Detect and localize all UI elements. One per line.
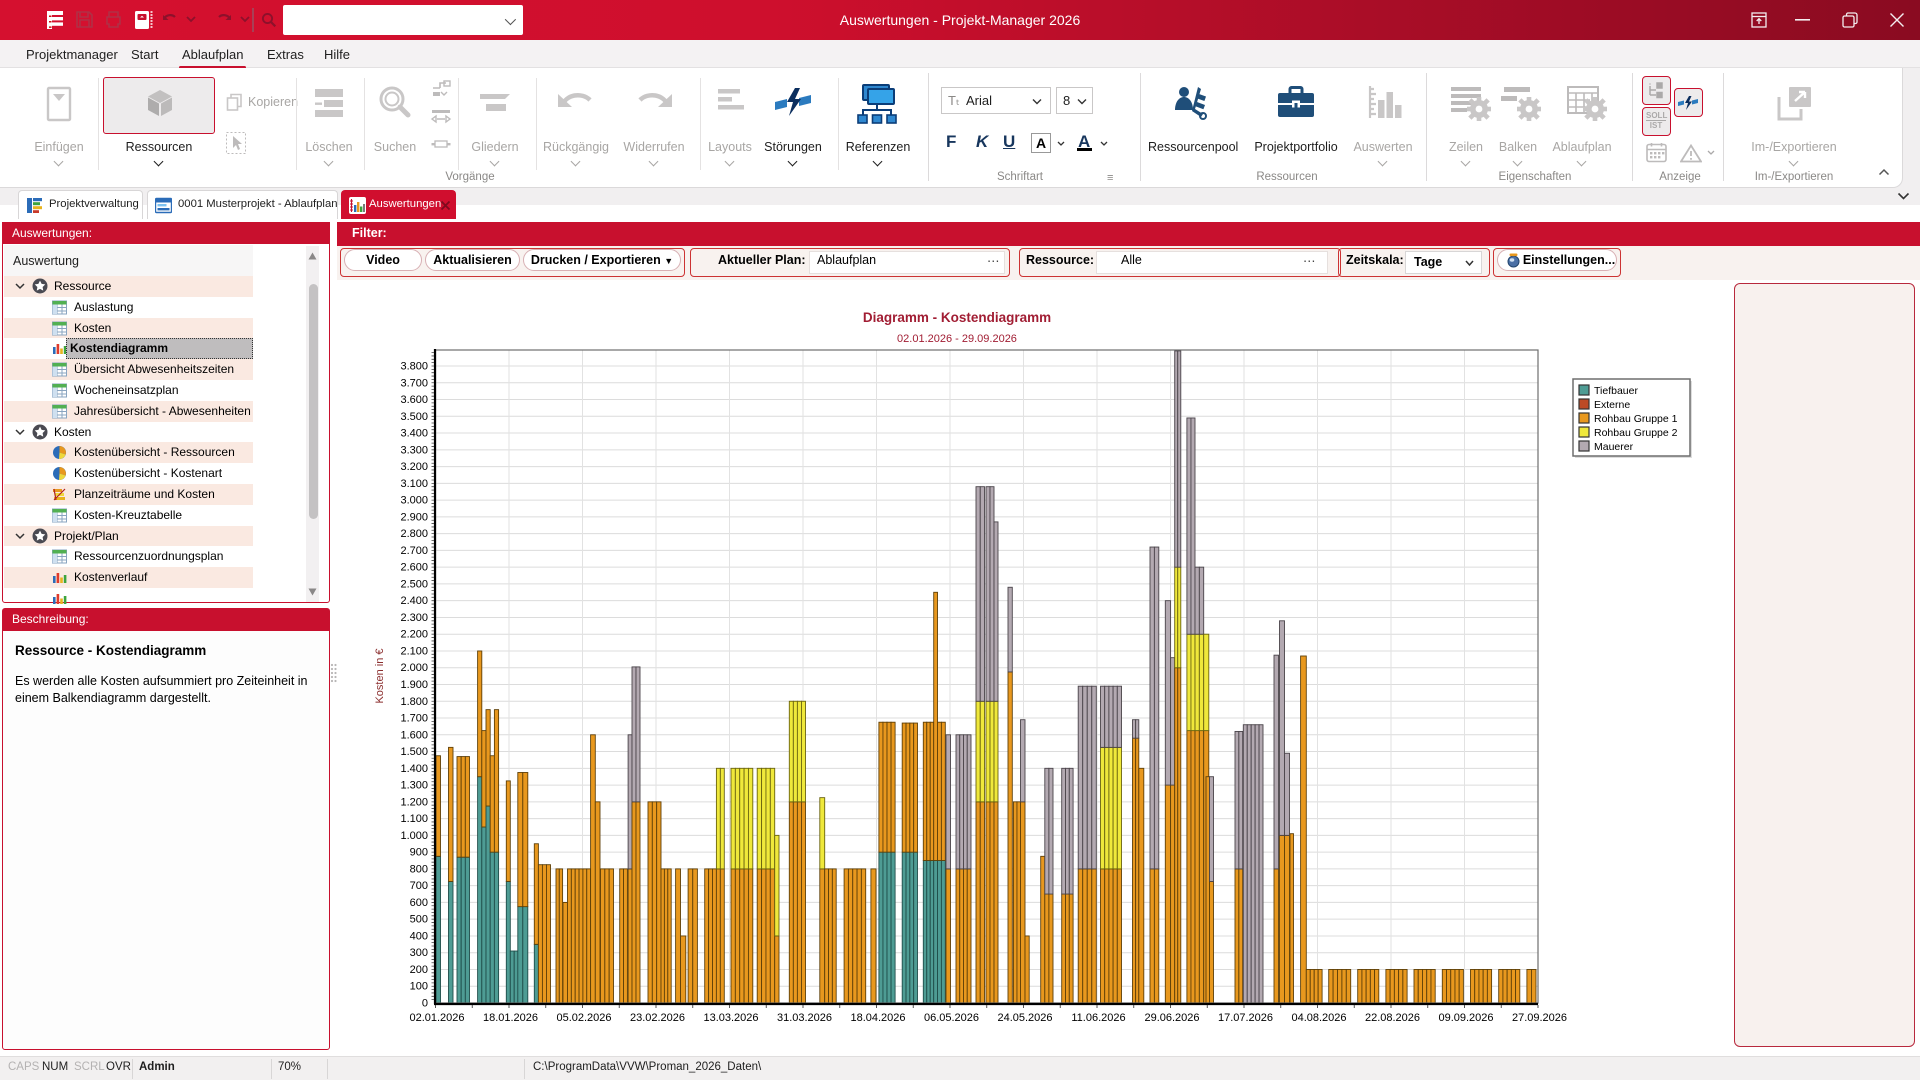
svg-text:1.700: 1.700: [400, 713, 428, 725]
svg-text:2.900: 2.900: [400, 511, 428, 523]
svg-text:2.000: 2.000: [400, 662, 428, 674]
svg-text:1.100: 1.100: [400, 813, 428, 825]
svg-text:2.400: 2.400: [400, 595, 428, 607]
svg-text:24.05.2026: 24.05.2026: [997, 1012, 1052, 1024]
svg-text:3.400: 3.400: [400, 428, 428, 440]
svg-text:Externe: Externe: [1594, 399, 1630, 411]
svg-text:Rohbau Gruppe 2: Rohbau Gruppe 2: [1594, 427, 1678, 439]
svg-text:700: 700: [410, 880, 428, 892]
svg-text:2.200: 2.200: [400, 629, 428, 641]
svg-text:05.02.2026: 05.02.2026: [556, 1012, 611, 1024]
svg-text:1.900: 1.900: [400, 679, 428, 691]
svg-text:400: 400: [410, 930, 428, 942]
svg-text:3.000: 3.000: [400, 495, 428, 507]
svg-text:500: 500: [410, 914, 428, 926]
svg-text:0: 0: [422, 998, 428, 1010]
svg-text:3.700: 3.700: [400, 377, 428, 389]
svg-text:1.600: 1.600: [400, 729, 428, 741]
svg-text:200: 200: [410, 964, 428, 976]
svg-text:11.06.2026: 11.06.2026: [1071, 1012, 1125, 1024]
svg-text:Diagramm - Kostendiagramm: Diagramm - Kostendiagramm: [863, 310, 1051, 325]
svg-text:1.000: 1.000: [400, 830, 428, 842]
svg-text:100: 100: [410, 981, 428, 993]
svg-text:23.02.2026: 23.02.2026: [630, 1012, 685, 1024]
svg-text:13.03.2026: 13.03.2026: [703, 1012, 758, 1024]
svg-text:Rohbau Gruppe 1: Rohbau Gruppe 1: [1594, 413, 1678, 425]
svg-text:3.100: 3.100: [400, 478, 428, 490]
svg-text:17.07.2026: 17.07.2026: [1218, 1012, 1273, 1024]
svg-text:18.01.2026: 18.01.2026: [483, 1012, 538, 1024]
svg-text:02.01.2026 - 29.09.2026: 02.01.2026 - 29.09.2026: [897, 333, 1017, 345]
svg-text:Tiefbauer: Tiefbauer: [1594, 385, 1638, 397]
svg-text:2.100: 2.100: [400, 646, 428, 658]
svg-text:1.500: 1.500: [400, 746, 428, 758]
svg-text:1.800: 1.800: [400, 696, 428, 708]
svg-text:09.09.2026: 09.09.2026: [1438, 1012, 1493, 1024]
svg-text:600: 600: [410, 897, 428, 909]
svg-text:29.06.2026: 29.06.2026: [1144, 1012, 1199, 1024]
svg-text:18.04.2026: 18.04.2026: [850, 1012, 905, 1024]
svg-text:300: 300: [410, 947, 428, 959]
svg-text:31.03.2026: 31.03.2026: [777, 1012, 832, 1024]
svg-text:2.700: 2.700: [400, 545, 428, 557]
svg-text:800: 800: [410, 863, 428, 875]
svg-text:3.800: 3.800: [400, 361, 428, 373]
svg-text:Mauerer: Mauerer: [1594, 441, 1634, 453]
svg-text:900: 900: [410, 847, 428, 859]
svg-text:22.08.2026: 22.08.2026: [1365, 1012, 1420, 1024]
svg-text:02.01.2026: 02.01.2026: [409, 1012, 464, 1024]
svg-text:1.400: 1.400: [400, 763, 428, 775]
svg-text:Kosten in €: Kosten in €: [374, 648, 386, 703]
svg-text:2.600: 2.600: [400, 562, 428, 574]
svg-text:04.08.2026: 04.08.2026: [1291, 1012, 1346, 1024]
svg-text:2.500: 2.500: [400, 578, 428, 590]
svg-text:2.300: 2.300: [400, 612, 428, 624]
svg-text:3.600: 3.600: [400, 394, 428, 406]
svg-text:1.300: 1.300: [400, 780, 428, 792]
svg-text:3.500: 3.500: [400, 411, 428, 423]
svg-text:2.800: 2.800: [400, 528, 428, 540]
svg-text:3.300: 3.300: [400, 444, 428, 456]
svg-text:06.05.2026: 06.05.2026: [924, 1012, 979, 1024]
svg-text:1.200: 1.200: [400, 796, 428, 808]
svg-text:3.200: 3.200: [400, 461, 428, 473]
svg-text:27.09.2026: 27.09.2026: [1512, 1012, 1567, 1024]
